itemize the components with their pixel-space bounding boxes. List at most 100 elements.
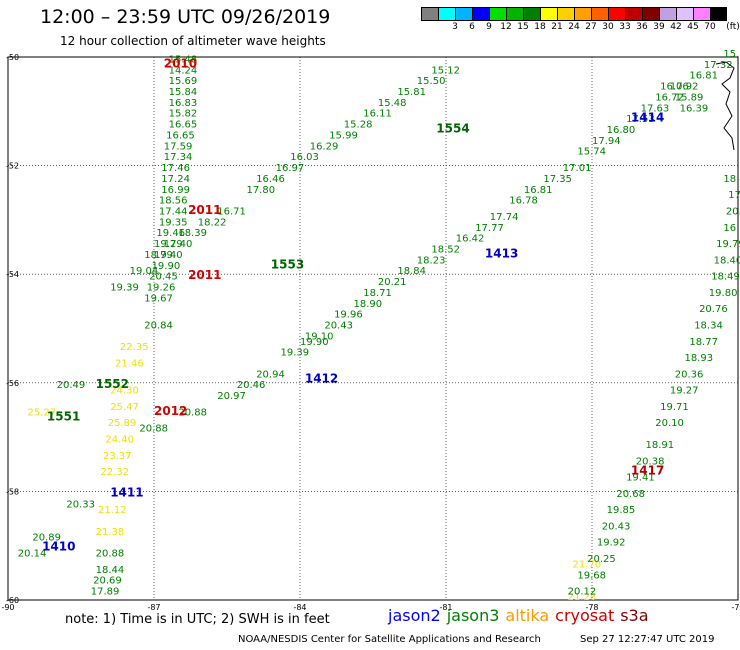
wave-height-label: 15.69 (169, 76, 198, 87)
wave-height-label: 18.77 (689, 337, 718, 348)
wave-height-label: 18.39 (178, 228, 207, 239)
wave-height-label: 20.06 (726, 206, 740, 217)
scale-swatch (710, 7, 727, 21)
scale-label: 30 (602, 22, 614, 32)
wave-height-label: 20.14 (18, 549, 47, 560)
scale-unit: (ft) (726, 22, 740, 32)
wave-height-label: 19.29 (154, 239, 183, 250)
scale-swatch (557, 7, 574, 21)
scale-swatch (489, 7, 506, 21)
wave-height-label: 16.29 (310, 141, 339, 152)
wave-height-label: 19.68 (577, 570, 606, 581)
wave-height-label: 19.90 (300, 337, 329, 348)
wave-height-label: 20.84 (144, 321, 173, 332)
wave-height-label: 17.32 (704, 60, 733, 71)
wave-height-label: 16.81 (689, 71, 718, 82)
wave-height-label: 23.37 (103, 451, 132, 462)
scale-label: 27 (585, 22, 597, 32)
wave-height-label: 18.52 (431, 244, 460, 255)
scale-label: 9 (486, 22, 492, 32)
wave-height-label: 20.88 (96, 549, 125, 560)
wave-height-label: 19.96 (334, 310, 363, 321)
wave-height-label: 19.90 (152, 261, 181, 272)
scale-swatch (540, 7, 557, 21)
wave-height-label: 16.81 (524, 185, 553, 196)
pass-id-label: 1411 (110, 485, 143, 499)
wave-height-label: 19.39 (110, 282, 139, 293)
map-subtitle: 12 hour collection of altimeter wave hei… (60, 34, 326, 48)
wave-height-label: 16.03 (290, 152, 319, 163)
wave-height-label: 16.97 (276, 163, 305, 174)
wave-height-label: 19.35 (159, 217, 188, 228)
wave-height-label: 17.35 (543, 174, 572, 185)
pass-id-label: 1413 (485, 246, 518, 260)
wave-height-label: 15.74 (577, 147, 606, 158)
scale-swatch (659, 7, 676, 21)
wave-height-label: 20.12 (568, 587, 597, 598)
footer-note: note: 1) Time is in UTC; 2) SWH is in fe… (65, 612, 330, 627)
scale-swatch (591, 7, 608, 21)
pass-id-label: 2011 (188, 203, 221, 217)
wave-height-label: 17.01 (563, 163, 592, 174)
wave-height-label: 17.77 (475, 223, 504, 234)
wave-height-label: 17.92 (670, 82, 699, 93)
coastline (715, 61, 735, 151)
wave-height-label: 18.79 (144, 250, 173, 261)
wave-height-label: 15.99 (329, 130, 358, 141)
wave-height-label: 17.46 (161, 163, 190, 174)
wave-height-label: 24.40 (105, 435, 134, 446)
wave-height-label: 20.89 (32, 532, 61, 543)
wave-height-label: 20.25 (587, 554, 616, 565)
wave-height-label: 17.59 (164, 141, 193, 152)
wave-height-label: 20.36 (675, 369, 704, 380)
wave-height-label: 18.93 (684, 353, 713, 364)
satellite-cryosat: cryosat (555, 606, 615, 625)
wave-height-label: 18.56 (159, 196, 188, 207)
satellite-jason2: jason2 (388, 606, 441, 625)
wave-height-label: 25.89 (108, 418, 137, 429)
wave-height-label: 19.41 (626, 473, 655, 484)
wave-height-label: 24.30 (110, 386, 139, 397)
wave-height-label: 17.89 (91, 587, 120, 598)
wave-height-label: 20.76 (699, 304, 728, 315)
wave-height-label: 21.70 (573, 559, 602, 570)
lon-tick-label: -81 (439, 603, 452, 612)
pass-id-label: 1412 (305, 371, 338, 385)
wave-height-label: 17.80 (246, 185, 275, 196)
wave-height-label: 16.72 (655, 92, 684, 103)
wave-height-label: 16.78 (509, 196, 538, 207)
wave-height-label: 18.44 (723, 174, 740, 185)
wave-height-label: 15.84 (169, 87, 198, 98)
pass-id-label: 1554 (436, 122, 469, 136)
scale-label: 70 (704, 22, 716, 32)
scale-swatch (693, 7, 710, 21)
scale-swatch (421, 7, 438, 21)
map-title: 12:00 – 23:59 UTC 09/26/2019 (40, 6, 331, 28)
wave-height-label: 15.28 (344, 120, 373, 131)
scale-label: 24 (568, 22, 580, 32)
wave-height-label: 20.38 (636, 456, 665, 467)
wave-height-label: 20.45 (149, 272, 178, 283)
wave-height-label: 18.44 (96, 565, 125, 576)
pass-id-label: 1553 (271, 257, 304, 271)
pass-id-label: 1551 (47, 409, 80, 423)
pass-id-label: 2012 (154, 404, 187, 418)
wave-height-label: 16.65 (166, 130, 195, 141)
scale-label: 12 (500, 22, 512, 32)
wave-height-label: 15.50 (417, 76, 446, 87)
wave-height-label: 16.75 (723, 223, 740, 234)
pass-id-label: 1414 (631, 111, 664, 125)
scale-swatch (676, 7, 693, 21)
scale-label: 18 (534, 22, 546, 32)
lat-tick-label: -54 (6, 270, 19, 279)
wave-height-label: 16.39 (680, 103, 709, 114)
wave-height-label: 16.65 (169, 120, 198, 131)
wave-height-label: 21.38 (96, 527, 125, 538)
satellite-legend: jason2 jason3 altika cryosat s3a (388, 606, 655, 625)
wave-height-label: 21.12 (98, 505, 127, 516)
wave-height-label: 25.27 (27, 407, 56, 418)
wave-height-label: 17.40 (164, 239, 193, 250)
wave-height-label: 14.24 (169, 65, 198, 76)
wave-height-label: 15.82 (169, 109, 198, 120)
scale-label: 6 (469, 22, 475, 32)
